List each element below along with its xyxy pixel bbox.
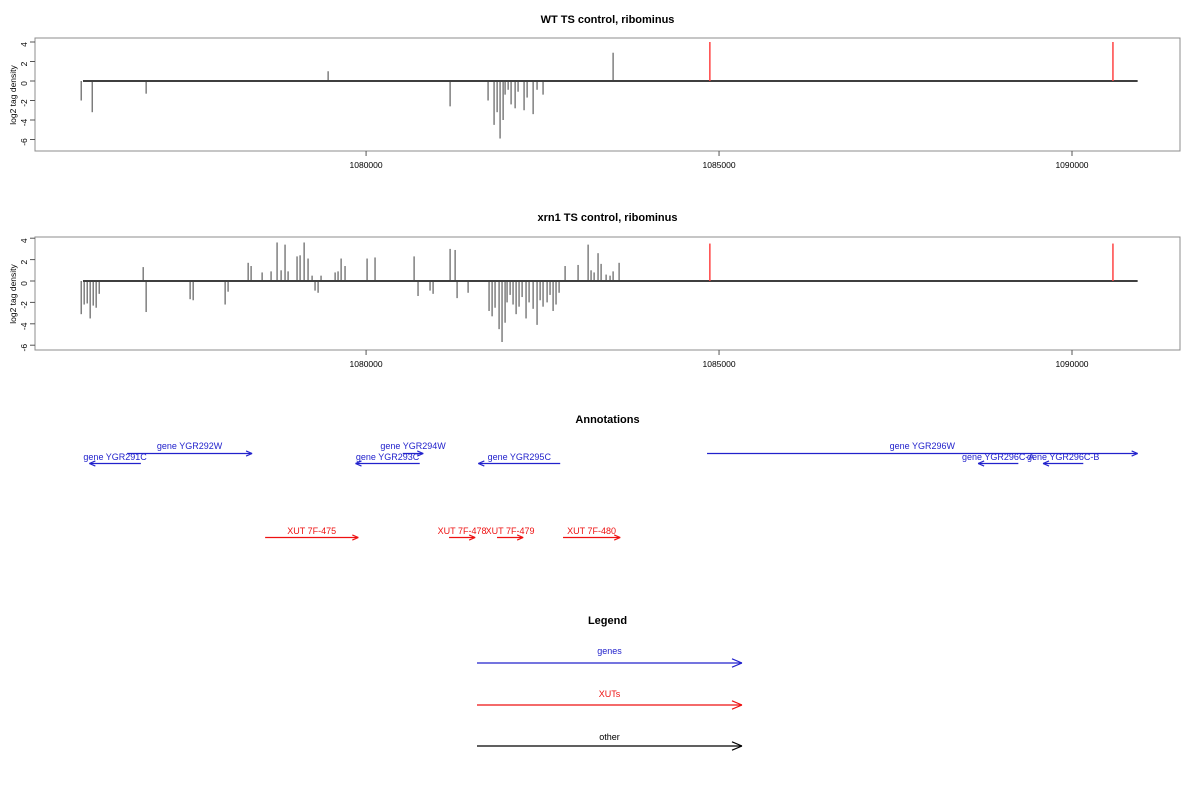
xut-label: XUT 7F-480: [567, 526, 616, 536]
legend-arrow-genes-head: [731, 658, 743, 664]
legend-arrow-xuts-head: [731, 700, 743, 706]
xut-arrow-head: [352, 534, 359, 539]
x-tick-label: 1090000: [1055, 359, 1088, 369]
y-tick-label: -2: [19, 99, 29, 107]
xut-label: XUT 7F-475: [287, 526, 336, 536]
panel-box: [34, 236, 1181, 351]
gene-arrow-head: [417, 450, 424, 455]
gene-arrow-head: [417, 452, 424, 457]
annotations-title: Annotations: [575, 414, 640, 426]
xut-arrow-head: [516, 536, 524, 541]
xut-label: XUT 7F-479: [486, 526, 535, 536]
y-tick-label: 4: [19, 238, 29, 243]
xut-arrow-head: [468, 534, 476, 539]
xut-arrow-head: [516, 534, 524, 539]
gene-arrow-head: [478, 460, 485, 465]
y-tick-label: -2: [19, 301, 29, 309]
legend-title: Legend: [587, 615, 628, 627]
gene-label: gene YGR292W: [157, 441, 223, 451]
gene-label: gene YGR296C-B: [1027, 452, 1099, 462]
y-tick-label: -4: [19, 322, 29, 330]
legend-arrow-other-head: [731, 745, 743, 751]
x-tick-label: 1085000: [702, 160, 735, 170]
gene-arrow-head: [355, 460, 362, 465]
gene-label: gene YGR294W: [380, 441, 446, 451]
xut-arrow-head: [352, 536, 359, 541]
legend-label-xuts: XUTs: [598, 689, 621, 699]
legend-label-other: other: [599, 732, 620, 742]
gene-arrow-head: [1042, 460, 1050, 465]
gene-arrow-head: [478, 462, 485, 467]
gene-label: gene YGR295C: [488, 452, 552, 462]
gene-label: gene YGR296W: [890, 441, 956, 451]
y-tick-label: -6: [19, 344, 29, 352]
gene-arrow-head: [89, 460, 96, 465]
gene-arrow-head: [245, 450, 253, 455]
gene-arrow-head: [1131, 450, 1138, 455]
gene-arrow-head: [977, 462, 985, 467]
gene-arrow-head: [245, 452, 253, 457]
x-tick-label: 1080000: [350, 359, 383, 369]
y-tick-label: 2: [19, 259, 29, 264]
gene-arrow-head: [1131, 452, 1138, 457]
panel-title-xrn1: xrn1 TS control, ribominus: [537, 212, 678, 224]
gene-label: gene YGR293C: [356, 452, 420, 462]
xut-label: XUT 7F-478: [438, 526, 487, 536]
gene-arrow-head: [355, 462, 362, 467]
gene-label: gene YGR296C-A: [962, 452, 1034, 462]
xut-arrow-head: [613, 534, 621, 539]
legend-label-genes: genes: [597, 646, 622, 656]
gene-arrow-head: [977, 460, 985, 465]
x-tick-label: 1085000: [702, 359, 735, 369]
gene-arrow-head: [1042, 462, 1050, 467]
y-tick-label: 2: [19, 61, 29, 66]
legend-arrow-other-head: [731, 741, 743, 747]
y-tick-label: -4: [19, 118, 29, 126]
panel-title-wt: WT TS control, ribominus: [540, 14, 675, 26]
x-tick-label: 1090000: [1055, 160, 1088, 170]
legend-arrow-xuts-head: [731, 704, 743, 710]
xut-arrow-head: [613, 536, 621, 541]
y-tick-label: 4: [19, 42, 29, 47]
legend-arrow-genes-head: [731, 662, 743, 668]
gene-label: gene YGR291C: [83, 452, 147, 462]
x-tick-label: 1080000: [350, 160, 383, 170]
gene-arrow-head: [89, 462, 96, 467]
xut-arrow-head: [468, 536, 476, 541]
y-tick-label: 0: [19, 81, 29, 86]
y-tick-label: 0: [19, 281, 29, 286]
y-tick-label: -6: [19, 138, 29, 146]
panel-box: [34, 37, 1181, 152]
